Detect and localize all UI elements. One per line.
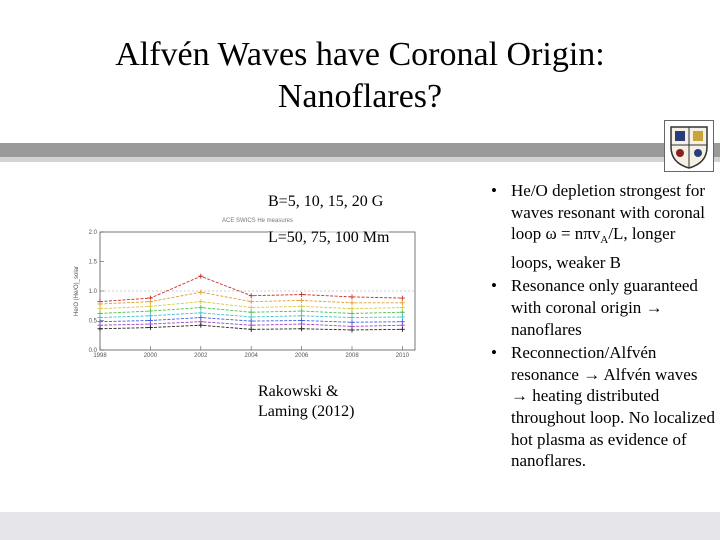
caption-field-strengths: B=5, 10, 15, 20 G	[268, 193, 384, 210]
chart-data-point	[349, 306, 355, 312]
chart-data-point	[248, 299, 254, 305]
chart-data-point	[147, 299, 153, 305]
chart-data-point	[299, 326, 305, 332]
chart-y-tick-label: 0.0	[89, 348, 98, 354]
arrow-right-icon: →	[645, 297, 663, 317]
citation-line-1: Rakowski &	[258, 383, 339, 400]
chart-x-tick-label: 2004	[245, 353, 259, 357]
chart-plot-layer: ACE SWICS He measures He/O (He/O)_solar 0.…	[74, 218, 416, 357]
chart-y-tick-label: 2.0	[89, 230, 98, 236]
chart-data-point	[399, 300, 405, 306]
chart-title: ACE SWICS He measures	[222, 218, 293, 224]
chart-data-point	[349, 327, 355, 333]
chart-data-point	[299, 308, 305, 314]
chart-data-point	[147, 303, 153, 309]
header-divider-band	[0, 143, 720, 157]
chart-data-point	[198, 299, 204, 305]
arrow-right-icon: →	[583, 364, 601, 384]
footer-band	[0, 512, 720, 540]
chart-x-tick-label: 1998	[93, 353, 107, 357]
chart-data-point	[299, 321, 305, 327]
chart-data-point	[399, 295, 405, 301]
citation-line-2: Laming (2012)	[258, 403, 355, 420]
chart-data-point	[299, 313, 305, 319]
chart-x-tick-label: 2006	[295, 353, 309, 357]
chart-data-point	[97, 306, 103, 312]
chart-data-point	[147, 313, 153, 319]
chart-data-point	[349, 300, 355, 306]
chart-data-point	[97, 301, 103, 307]
title-line-1: Alfvén Waves have Coronal Origin:	[115, 36, 605, 73]
chart-x-tick-label: 2010	[396, 353, 410, 357]
institution-logo	[664, 120, 714, 172]
chart-y-tick-label: 0.5	[89, 319, 98, 325]
chart-x-tick-label: 2002	[194, 353, 208, 357]
chart-data-point	[349, 294, 355, 300]
chart-data-point	[399, 309, 405, 315]
header-divider-highlight	[0, 157, 720, 162]
he-o-chart: ACE SWICS He measures He/O (He/O)_solar 0.…	[74, 218, 416, 357]
arrow-right-icon: →	[511, 386, 528, 406]
bullet-item-resonance-depletion: He/O depletion strongest for waves reson…	[485, 180, 717, 273]
chart-y-axis-label: He/O (He/O)_solar	[74, 266, 80, 316]
crest-icon	[670, 126, 708, 169]
bullet-item-reconnection: Reconnection/Alfvén resonance → Alfvén w…	[485, 342, 717, 472]
chart-data-point	[248, 293, 254, 299]
figure-panel	[0, 172, 478, 512]
chart-data-point	[198, 310, 204, 316]
chart-data-point	[349, 315, 355, 321]
bullet-item-coronal-origin: Resonance only guaranteed with coronal o…	[485, 275, 717, 340]
chart-data-point	[198, 322, 204, 328]
chart-data-point	[147, 308, 153, 314]
slide-title: Alfvén Waves have Coronal Origin: Nanofl…	[40, 34, 680, 118]
chart-data-point	[248, 309, 254, 315]
chart-data-point	[299, 292, 305, 298]
chart-data-point	[248, 305, 254, 311]
chart-x-tick-label: 2000	[144, 353, 158, 357]
chart-data-point	[248, 326, 254, 332]
chart-data-point	[299, 303, 305, 309]
chart-data-point	[147, 325, 153, 331]
chart-data-point	[198, 273, 204, 279]
chart-x-tick-label: 2008	[345, 353, 359, 357]
chart-data-point	[399, 305, 405, 311]
chart-y-tick-label: 1.0	[89, 289, 98, 295]
chart-data-point	[399, 314, 405, 320]
chart-data-point	[198, 305, 204, 311]
title-line-2: Nanoflares?	[277, 78, 443, 115]
chart-data-point	[399, 326, 405, 332]
chart-data-point	[198, 289, 204, 295]
caption-loop-lengths: L=50, 75, 100 Mm	[268, 228, 390, 248]
chart-data-point	[97, 326, 103, 332]
figure-citation: Rakowski & Laming (2012)	[258, 382, 398, 422]
chart-data-point	[299, 297, 305, 303]
bullet-list: He/O depletion strongest for waves reson…	[485, 180, 717, 474]
chart-y-tick-label: 1.5	[89, 260, 98, 266]
